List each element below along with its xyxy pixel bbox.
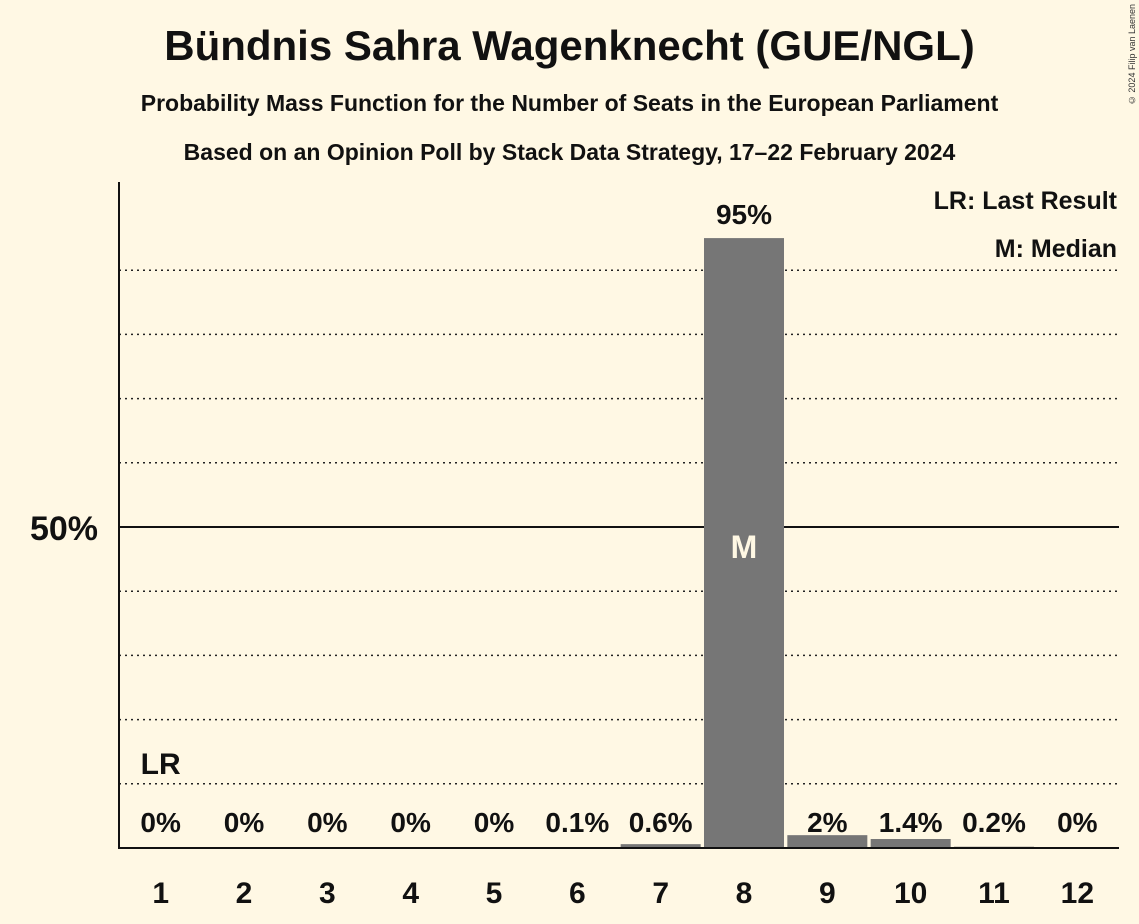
bar-value-label: 95% [716, 199, 772, 230]
x-tick-label: 11 [978, 877, 1010, 910]
value-labels: 0% LR 0% 0% 0% 0% 0.1% 0.6% 95% M 2% 1.4% 0.2% 0% [140, 199, 1097, 838]
x-tick-label: 6 [569, 877, 586, 910]
bars [537, 238, 1034, 849]
bar-value-label: 0% [307, 807, 348, 838]
y-tick-label: 50% [30, 510, 98, 548]
median-marker: M [731, 529, 758, 565]
x-tick-label: 8 [736, 877, 753, 910]
bar [620, 844, 701, 848]
bar-value-label: 0.1% [545, 807, 609, 838]
chart-subtitle: Probability Mass Function for the Number… [140, 90, 999, 116]
x-tick-label: 5 [486, 877, 503, 910]
bar-value-label: 0% [224, 807, 265, 838]
chart-source: Based on an Opinion Poll by Stack Data S… [183, 139, 956, 165]
bar [704, 238, 784, 849]
bar-value-label: 0% [1057, 807, 1098, 838]
legend-last-result: LR: Last Result [934, 187, 1118, 215]
legend-median: M: Median [995, 235, 1117, 263]
last-result-marker: LR [141, 748, 181, 781]
bar-value-label: 0.2% [962, 807, 1026, 838]
bar-value-label: 0% [390, 807, 431, 838]
x-tick-label: 1 [152, 877, 169, 910]
bar [787, 835, 868, 848]
bar [870, 839, 951, 848]
x-tick-label: 10 [894, 877, 927, 910]
bar-value-label: 0% [140, 807, 181, 838]
bar-value-label: 2% [807, 807, 848, 838]
bar-value-label: 0.6% [629, 807, 693, 838]
x-tick-label: 3 [319, 877, 336, 910]
x-tick-label: 9 [819, 877, 836, 910]
tick-labels: 50%1 2 3 4 5 6 7 8 9 10 11 12 [30, 510, 1094, 910]
chart-title: Bündnis Sahra Wagenknecht (GUE/NGL) [164, 22, 975, 69]
x-tick-label: 4 [402, 877, 419, 910]
bar-value-label: 1.4% [879, 807, 943, 838]
x-tick-label: 2 [236, 877, 253, 910]
bar-value-label: 0% [474, 807, 515, 838]
gridlines [119, 269, 1119, 785]
x-tick-label: 7 [652, 877, 669, 910]
x-tick-label: 12 [1061, 877, 1094, 910]
axes [118, 182, 1119, 849]
